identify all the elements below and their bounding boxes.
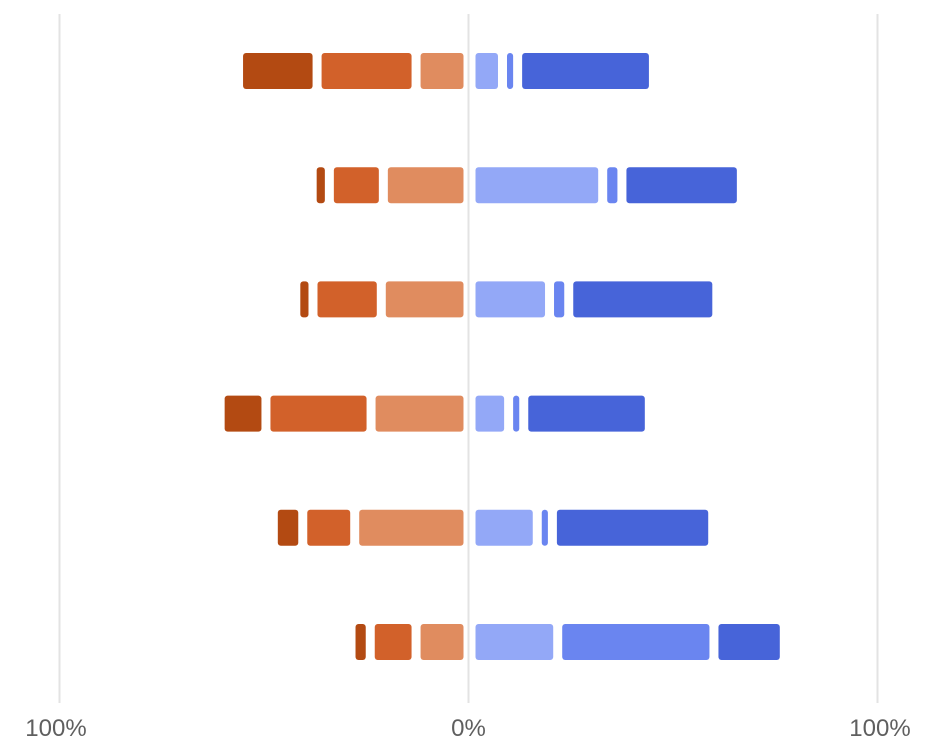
bar-segment-pos-row5-s2 <box>718 624 780 660</box>
bar-segment-pos-row2-s1 <box>554 281 565 318</box>
x-tick-label-center: 0% <box>451 715 486 742</box>
bar-segment-pos-row0-s0 <box>475 53 498 89</box>
bar-segment-neg-row0-s0 <box>420 53 464 89</box>
bar-segment-neg-row2-s2 <box>300 281 309 318</box>
bar-segment-neg-row3-s2 <box>224 395 262 432</box>
bar-segment-pos-row3-s0 <box>475 395 505 432</box>
bar-segment-neg-row3-s1 <box>270 395 367 432</box>
bar-segment-pos-row4-s2 <box>556 509 709 546</box>
grid-lines <box>58 14 879 703</box>
bar-segment-neg-row4-s2 <box>277 509 299 546</box>
bar-segment-neg-row2-s1 <box>317 281 377 318</box>
x-tick-label-left: 100% <box>25 715 86 742</box>
bar-segment-pos-row4-s1 <box>541 509 548 546</box>
bar-segment-neg-row1-s0 <box>387 167 464 204</box>
bar-segment-pos-row5-s0 <box>475 624 554 660</box>
bar-segment-neg-row0-s1 <box>321 53 412 89</box>
x-tick-label-right: 100% <box>849 715 910 742</box>
bar-segment-neg-row4-s0 <box>359 509 464 546</box>
bar-segment-pos-row2-s0 <box>475 281 546 318</box>
bar-segment-neg-row1-s1 <box>333 167 379 204</box>
bar-segment-neg-row5-s0 <box>420 624 464 660</box>
bar-segment-pos-row1-s2 <box>626 167 737 204</box>
bar-segment-pos-row5-s1 <box>562 624 710 660</box>
bar-segment-neg-row5-s1 <box>374 624 412 660</box>
bar-segment-pos-row3-s1 <box>513 395 520 432</box>
x-axis-ticks: 100% 0% 100% <box>25 715 910 742</box>
bar-segment-pos-row0-s2 <box>522 53 649 89</box>
bar-segment-pos-row1-s0 <box>475 167 599 204</box>
bar-segment-pos-row2-s2 <box>573 281 713 318</box>
bar-segment-neg-row3-s0 <box>375 395 464 432</box>
bar-segment-neg-row1-s2 <box>316 167 325 204</box>
bar-segment-neg-row4-s1 <box>307 509 351 546</box>
bar-segment-neg-row0-s2 <box>243 53 313 89</box>
bar-segment-neg-row2-s0 <box>385 281 464 318</box>
bar-group <box>224 53 780 660</box>
bar-segment-pos-row0-s1 <box>507 53 514 89</box>
bar-segment-pos-row3-s2 <box>528 395 645 432</box>
bar-segment-neg-row5-s2 <box>355 624 366 660</box>
bar-segment-pos-row1-s1 <box>607 167 618 204</box>
bar-segment-pos-row4-s0 <box>475 509 533 546</box>
